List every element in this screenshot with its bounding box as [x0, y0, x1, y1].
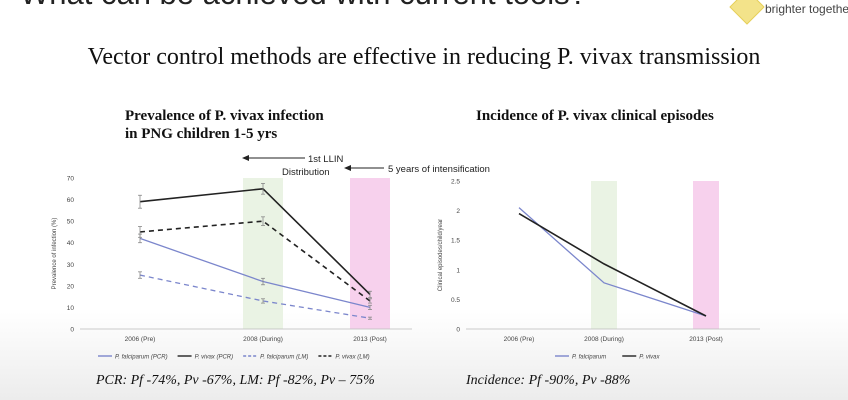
prevalence-ytick-label: 50	[67, 219, 75, 226]
left-chart-title: Prevalence of P. vivax infection in PNG …	[125, 107, 324, 143]
incidence-legend-label-2: P. vivax	[639, 354, 660, 360]
left-chart-title-line-2: in PNG children 1-5 yrs	[125, 126, 278, 142]
left-chart-title-line-1: Prevalence of P. vivax infection	[125, 108, 324, 124]
incidence-shaded-band-1	[591, 181, 617, 329]
incidence-ytick-label: 2.5	[451, 179, 460, 186]
prevalence-ytick-label: 70	[67, 176, 75, 183]
incidence-ytick-label: 1	[456, 267, 460, 274]
llin-arrow-head	[242, 155, 249, 161]
incidence-shaded-band-2	[693, 181, 719, 329]
prevalence-ytick-label: 30	[67, 262, 75, 269]
prevalence-legend-label-2: P. vivax (PCR)	[195, 354, 234, 360]
incidence-ytick-label: 0	[456, 327, 460, 334]
prevalence-legend-label-4: P. vivax (LM)	[335, 354, 369, 360]
intensification-arrow-head	[344, 165, 351, 171]
incidence-ytick-label: 1.5	[451, 238, 460, 245]
right-chart-title: Incidence of P. vivax clinical episodes	[476, 108, 714, 124]
prevalence-ytick-label: 0	[70, 327, 74, 334]
prevalence-legend-label-1: P. falciparum (PCR)	[115, 354, 168, 360]
brand-tagline: brighter together	[765, 2, 848, 16]
prevalence-xtick-label: 2013 (Post)	[353, 336, 387, 343]
incidence-xtick-label: 2013 (Post)	[689, 336, 723, 343]
prevalence-ytick-label: 20	[67, 283, 75, 290]
incidence-legend-label-1: P. falciparum	[572, 354, 606, 360]
slide-subtitle: Vector control methods are effective in …	[0, 44, 848, 71]
prevalence-xtick-label: 2006 (Pre)	[125, 336, 156, 343]
prevalence-ytick-label: 10	[67, 305, 75, 312]
left-footer-text: PCR: Pf -74%, Pv -67%, LM: Pf -82%, Pv –…	[96, 373, 375, 388]
incidence-ylabel: Clinical episodes/child/year	[438, 219, 444, 291]
prevalence-xtick-label: 2008 (During)	[243, 336, 283, 343]
incidence-xtick-label: 2008 (During)	[584, 336, 624, 343]
logo-icon	[729, 0, 765, 25]
incidence-series-line-2	[518, 212, 707, 317]
prevalence-shaded-band-1	[243, 178, 283, 329]
incidence-ytick-label: 0.5	[451, 297, 460, 304]
incidence-xtick-label: 2006 (Pre)	[504, 336, 535, 343]
llin-annotation-line-2: Distribution	[282, 167, 330, 178]
subtitle-text: Vector control methods are effective in …	[87, 44, 761, 70]
prevalence-ylabel: Prevalence of infection (%)	[52, 218, 58, 290]
logo-diamond	[729, 0, 765, 25]
slide-heading: What can be achieved with current tools?	[20, 0, 587, 12]
intensification-annotation: 5 years of intensification	[388, 164, 490, 175]
right-footer-text: Incidence: Pf -90%, Pv -88%	[466, 373, 631, 388]
prevalence-ytick-label: 60	[67, 197, 75, 204]
incidence-series-line-1	[518, 207, 707, 317]
llin-annotation-line-1: 1st LLIN	[308, 154, 344, 165]
prevalence-ytick-label: 40	[67, 240, 75, 247]
incidence-ytick-label: 2	[456, 208, 460, 215]
prevalence-legend-label-3: P. falciparum (LM)	[260, 354, 308, 360]
